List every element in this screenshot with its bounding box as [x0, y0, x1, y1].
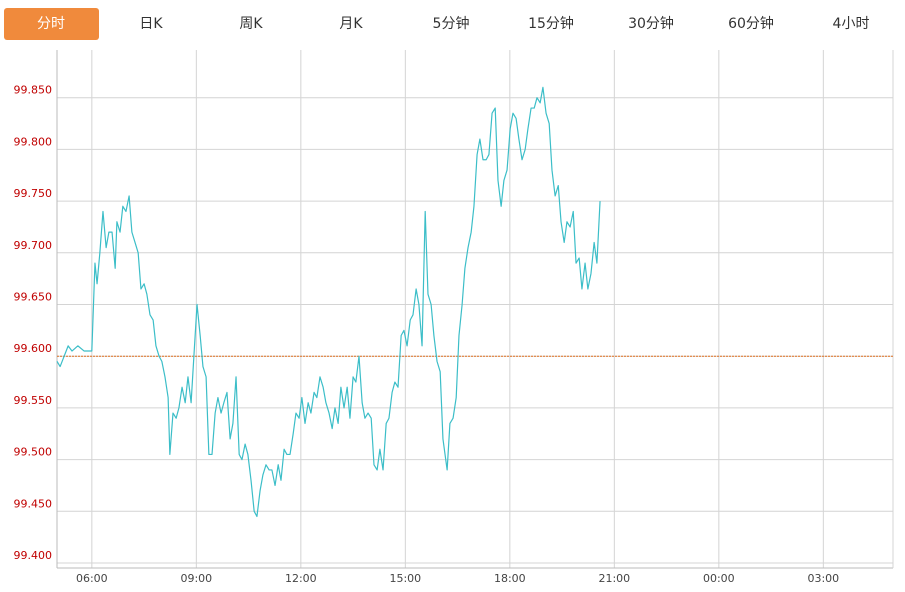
- x-tick-label: 09:00: [180, 572, 212, 585]
- y-tick-label: 99.850: [14, 84, 53, 97]
- tab[interactable]: 4小时: [833, 16, 870, 32]
- y-tick-label: 99.500: [14, 446, 53, 459]
- y-tick-label: 99.700: [14, 239, 53, 252]
- y-tick-label: 99.750: [14, 187, 53, 200]
- x-tick-label: 06:00: [76, 572, 108, 585]
- x-tick-label: 15:00: [389, 572, 421, 585]
- x-tick-label: 00:00: [703, 572, 735, 585]
- tab[interactable]: 15分钟: [528, 15, 574, 32]
- x-tick-label: 21:00: [598, 572, 630, 585]
- price-line: [56, 86, 601, 518]
- y-tick-label: 99.550: [14, 394, 53, 407]
- tab[interactable]: 月K: [339, 16, 363, 32]
- y-tick-label: 99.800: [14, 135, 53, 148]
- tab[interactable]: 30分钟: [628, 15, 674, 32]
- x-tick-label: 12:00: [285, 572, 317, 585]
- tab[interactable]: 周K: [239, 16, 263, 32]
- y-tick-label: 99.600: [14, 342, 53, 355]
- x-tick-label: 18:00: [494, 572, 526, 585]
- tab[interactable]: 日K: [139, 16, 163, 32]
- y-tick-label: 99.400: [14, 549, 53, 562]
- x-tick-label: 03:00: [807, 572, 839, 585]
- tab-active-bg: [4, 8, 99, 40]
- tab[interactable]: 60分钟: [728, 15, 774, 32]
- tab[interactable]: 分时: [37, 16, 65, 32]
- y-tick-label: 99.450: [14, 497, 53, 510]
- y-tick-label: 99.650: [14, 291, 53, 304]
- tab[interactable]: 5分钟: [433, 15, 470, 32]
